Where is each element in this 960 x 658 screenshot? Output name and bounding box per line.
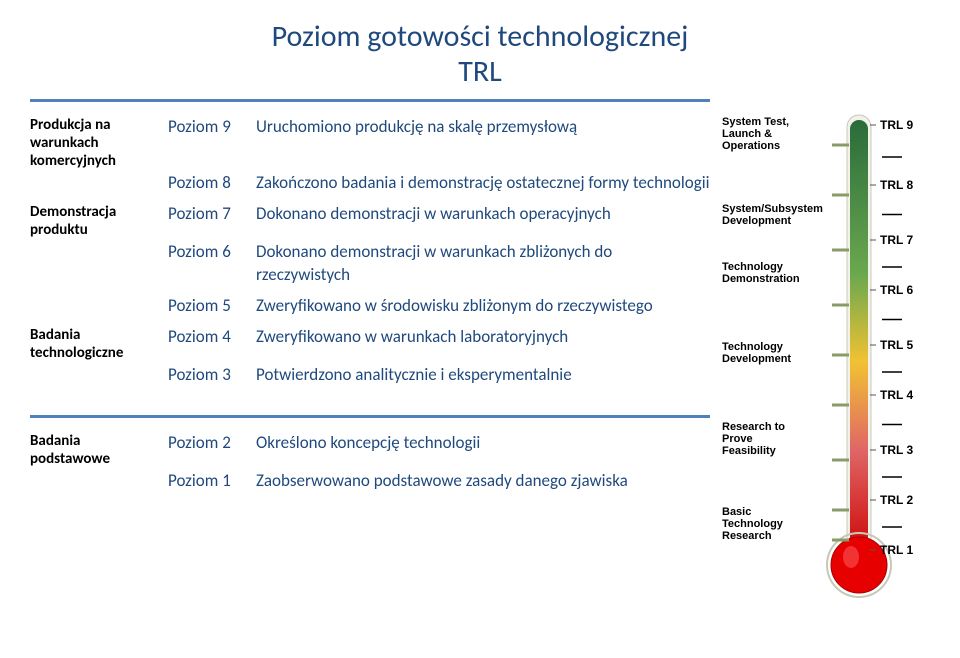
svg-text:Research: Research: [722, 530, 772, 542]
svg-text:TRL 2: TRL 2: [880, 493, 913, 507]
svg-text:Prove: Prove: [722, 433, 753, 445]
level-label: Poziom 2: [168, 432, 256, 453]
level-desc: Potwierdzono analitycznie i eksperymenta…: [256, 364, 710, 387]
svg-text:TRL 7: TRL 7: [880, 233, 913, 247]
level-label: Poziom 9: [168, 116, 256, 137]
level-desc: Dokonano demonstracji w warunkach zbliżo…: [256, 241, 710, 287]
category-label: Produkcja na warunkach komercyjnych: [30, 116, 168, 170]
table-row: Badania technologiczne Poziom 4 Zweryfik…: [30, 326, 710, 362]
trl-upper-table: Produkcja na warunkach komercyjnych Pozi…: [30, 116, 710, 387]
svg-text:TRL 1: TRL 1: [880, 543, 913, 557]
svg-text:Development: Development: [722, 353, 791, 365]
table-row: Poziom 1 Zaobserwowano podstawowe zasady…: [30, 470, 710, 493]
level-label: Poziom 7: [168, 203, 256, 224]
table-row: Poziom 3 Potwierdzono analitycznie i eks…: [30, 364, 710, 387]
svg-text:Development: Development: [722, 215, 791, 227]
svg-text:Research to: Research to: [722, 421, 785, 433]
table-row: Demonstracja produktu Poziom 7 Dokonano …: [30, 203, 710, 239]
page-title: Poziom gotowości technologicznej TRL: [30, 20, 930, 89]
main-row: Produkcja na warunkach komercyjnych Pozi…: [30, 95, 930, 605]
svg-text:Launch &: Launch &: [722, 128, 772, 140]
svg-text:Basic: Basic: [722, 506, 751, 518]
svg-text:Technology: Technology: [722, 261, 784, 273]
svg-text:System Test,: System Test,: [722, 116, 789, 128]
svg-text:TRL 4: TRL 4: [880, 388, 913, 402]
category-label: Demonstracja produktu: [30, 203, 168, 239]
table-row: Poziom 8 Zakończono badania i demonstrac…: [30, 172, 710, 195]
thermometer-svg: System Test,Launch &Operations System/Sub…: [720, 95, 930, 605]
level-desc: Zweryfikowano w warunkach laboratoryjnyc…: [256, 326, 710, 349]
svg-text:Technology: Technology: [722, 341, 784, 353]
level-label: Poziom 6: [168, 241, 256, 262]
level-label: Poziom 1: [168, 470, 256, 491]
level-desc: Uruchomiono produkcję na skalę przemysło…: [256, 116, 710, 139]
left-column: Produkcja na warunkach komercyjnych Pozi…: [30, 95, 710, 493]
level-label: Poziom 5: [168, 295, 256, 316]
svg-text:Operations: Operations: [722, 140, 780, 152]
svg-text:TRL 3: TRL 3: [880, 443, 913, 457]
level-label: Poziom 8: [168, 172, 256, 193]
svg-text:TRL 5: TRL 5: [880, 338, 913, 352]
svg-text:Feasibility: Feasibility: [722, 445, 777, 457]
svg-text:Demonstration: Demonstration: [722, 273, 800, 285]
table-row: Poziom 6 Dokonano demonstracji w warunka…: [30, 241, 710, 287]
level-desc: Dokonano demonstracji w warunkach operac…: [256, 203, 710, 226]
trl-lower-table: Badania podstawowe Poziom 2 Określono ko…: [30, 432, 710, 493]
svg-text:TRL 8: TRL 8: [880, 178, 913, 192]
title-line1: Poziom gotowości technologicznej: [272, 18, 689, 55]
thermometer-column: System Test,Launch &Operations System/Sub…: [720, 95, 930, 605]
table-row: Badania podstawowe Poziom 2 Określono ko…: [30, 432, 710, 468]
level-desc: Zakończono badania i demonstrację ostate…: [256, 172, 710, 195]
svg-text:Technology: Technology: [722, 518, 784, 530]
level-desc: Zweryfikowano w środowisku zbliżonym do …: [256, 295, 710, 318]
svg-text:TRL 6: TRL 6: [880, 283, 913, 297]
svg-text:TRL 9: TRL 9: [880, 118, 913, 132]
category-label: Badania podstawowe: [30, 432, 168, 468]
svg-text:System/Subsystem: System/Subsystem: [722, 203, 823, 215]
level-desc: Zaobserwowano podstawowe zasady danego z…: [256, 470, 710, 493]
level-label: Poziom 3: [168, 364, 256, 385]
level-label: Poziom 4: [168, 326, 256, 347]
table-row: Produkcja na warunkach komercyjnych Pozi…: [30, 116, 710, 170]
table-row: Poziom 5 Zweryfikowano w środowisku zbli…: [30, 295, 710, 318]
divider-top: [30, 99, 710, 102]
title-line2: TRL: [30, 55, 930, 90]
category-label: Badania technologiczne: [30, 326, 168, 362]
level-desc: Określono koncepcję technologii: [256, 432, 710, 455]
divider-bottom: [30, 415, 710, 418]
